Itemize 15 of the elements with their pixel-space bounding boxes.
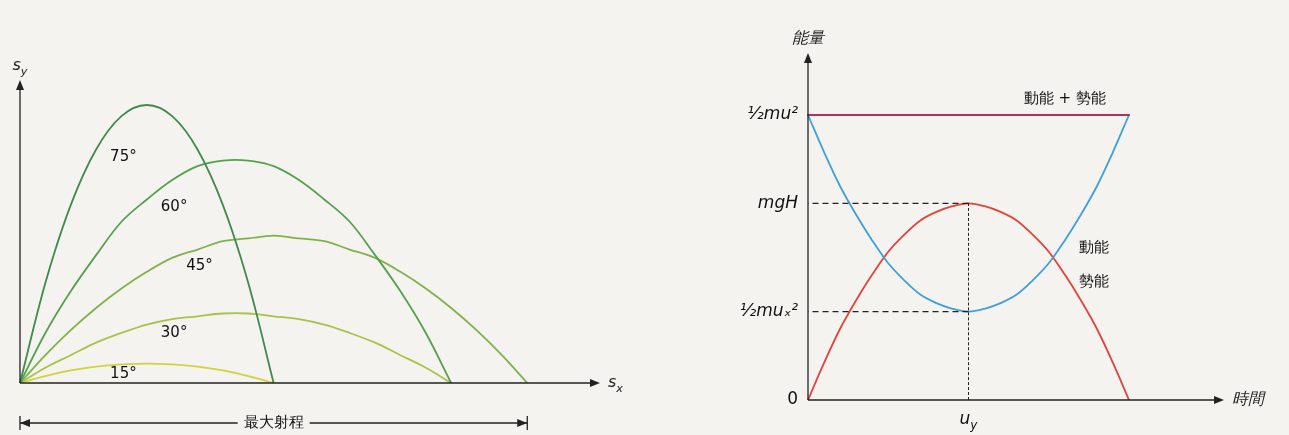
series-label: 勢能 (1078, 272, 1109, 291)
series-label: 75° (110, 147, 137, 166)
series-label: 動能 + 勢能 (1023, 88, 1106, 107)
series-label: 15° (110, 364, 137, 383)
text: 最大射程 (243, 412, 304, 431)
series-label: 60° (160, 197, 188, 216)
text: ½mu² (747, 103, 799, 124)
text: 0 (787, 388, 799, 409)
x-axis-title: 時間 (1232, 389, 1266, 409)
y-axis-title: 能量 (792, 28, 826, 48)
series-label: 動能 (1078, 238, 1109, 257)
ref-line-label: mgH (757, 191, 799, 212)
series-label: 45° (186, 255, 213, 274)
ref-line-label: ½muₓ² (739, 300, 799, 321)
series-label: 30° (160, 322, 188, 341)
